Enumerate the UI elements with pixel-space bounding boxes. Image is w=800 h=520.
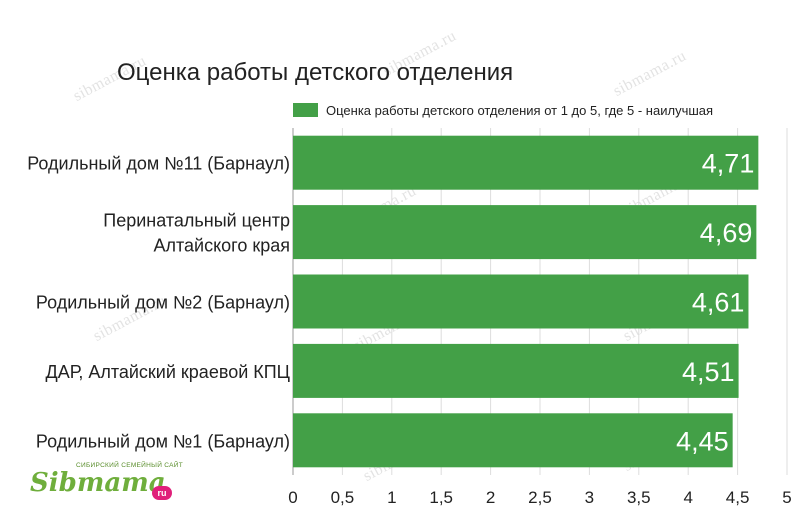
x-tick-label: 2 [486,488,495,507]
category-label: Родильный дом №2 (Барнаул) [36,293,290,313]
sibmama-logo: СИБИРСКИЙ СЕМЕЙНЫЙ САЙТ Sibmama ru [30,462,190,510]
legend-swatch [293,103,318,117]
bars: 4,71 4,69 4,61 4,51 4,45 [293,135,759,468]
category-label: Родильный дом №11 (Барнаул) [27,154,290,174]
x-tick-label: 0,5 [331,488,355,507]
x-tick-label: 4 [683,488,692,507]
bar-value-label: 4,69 [700,218,753,248]
x-tick-label: 1 [387,488,396,507]
bar [293,274,749,329]
x-tick-label: 3,5 [627,488,651,507]
logo-ru-badge: ru [152,486,172,500]
bar [293,135,759,190]
category-labels: Родильный дом №11 (Барнаул) Перинатальный… [27,154,290,452]
x-axis-ticks: 0 0,5 1 1,5 2 2,5 3 3,5 4 4,5 5 [288,488,791,507]
chart-title: Оценка работы детского отделения [117,59,513,86]
x-tick-label: 1,5 [429,488,453,507]
legend-label: Оценка работы детского отделения от 1 до… [326,103,713,118]
x-tick-label: 5 [782,488,791,507]
logo-wordmark: Sibmama [30,468,166,498]
category-label: ДАР, Алтайский краевой КПЦ [46,362,290,382]
bar [293,413,733,468]
x-tick-label: 2,5 [528,488,552,507]
x-tick-label: 3 [585,488,594,507]
bar [293,343,739,398]
category-label: Перинатальный центр Алтайского края [103,211,290,256]
bar [293,205,757,260]
x-tick-label: 0 [288,488,297,507]
bar-value-label: 4,51 [682,357,735,387]
bar-value-label: 4,45 [676,426,729,456]
bar-value-label: 4,71 [702,149,755,179]
category-label: Родильный дом №1 (Барнаул) [36,431,290,451]
logo-tagline: СИБИРСКИЙ СЕМЕЙНЫЙ САЙТ [76,462,184,469]
bar-value-label: 4,61 [692,288,745,318]
x-tick-label: 4,5 [726,488,750,507]
